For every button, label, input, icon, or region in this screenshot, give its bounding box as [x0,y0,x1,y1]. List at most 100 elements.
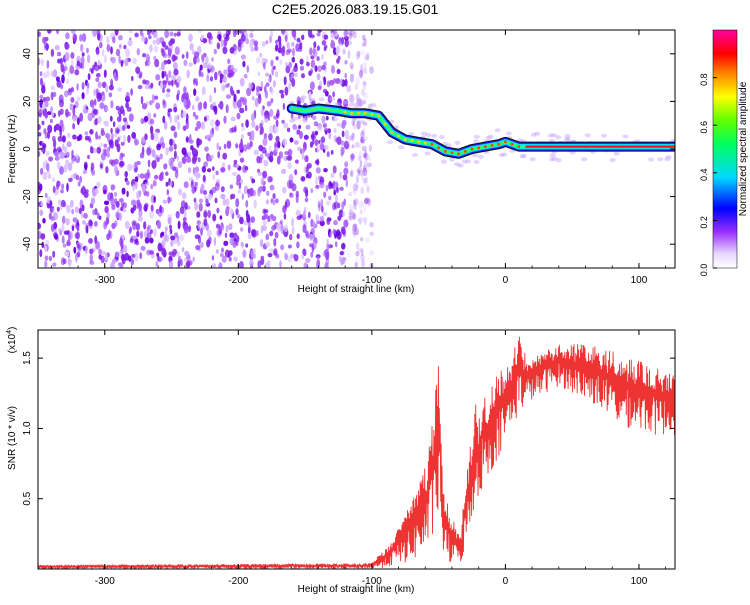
noise-speckle [76,83,79,91]
noise-speckle [185,120,189,130]
noise-speckle [70,59,74,67]
noise-speckle [84,245,88,255]
noise-speckle [38,143,41,152]
noise-speckle [61,223,65,233]
noise-speckle [345,179,348,188]
noise-speckle [67,70,70,76]
noise-speckle [166,59,172,65]
noise-speckle [174,46,180,56]
noise-speckle [52,250,56,258]
noise-speckle [200,227,203,236]
ridge-halo [584,133,591,138]
noise-speckle [80,188,83,194]
noise-speckle [208,94,213,103]
noise-speckle [114,30,119,36]
noise-speckle [115,48,121,57]
noise-speckle [118,198,124,203]
noise-speckle [251,121,256,128]
noise-speckle [38,108,43,118]
snr-axis-ticks: -300 -200 -100 0 100 0.5 1.0 1.5 [22,330,675,587]
noise-speckle [112,121,116,128]
noise-speckle [159,153,163,160]
noise-speckle [194,234,200,240]
noise-speckle [91,110,96,118]
noise-speckle [310,251,314,258]
noise-speckle [255,230,259,237]
noise-speckle [110,46,113,55]
noise-speckle [181,156,187,164]
noise-speckle [270,213,274,220]
noise-speckle [54,123,61,131]
noise-speckle [353,205,358,210]
noise-speckle [52,207,55,215]
noise-speckle [46,59,50,69]
noise-speckle [138,208,143,217]
ridge-halo [549,153,556,158]
noise-speckle [229,85,234,95]
noise-speckle [122,117,128,123]
noise-speckle [262,185,266,192]
noise-speckle [351,144,355,149]
noise-speckle [218,146,222,151]
noise-speckle [158,67,162,72]
noise-speckle [111,204,116,211]
noise-speckle [341,242,346,250]
noise-speckle [314,130,318,136]
noise-speckle [38,124,41,131]
noise-speckle [151,94,155,104]
ridge-halo [494,128,501,133]
noise-speckle [44,245,48,252]
noise-speckle [180,258,183,267]
noise-speckle [368,156,372,161]
noise-speckle [39,209,44,216]
noise-speckle [59,166,64,175]
noise-speckle [154,95,159,100]
noise-speckle [291,78,296,87]
noise-speckle [330,39,334,45]
noise-speckle [236,174,241,183]
noise-speckle [57,136,63,142]
noise-speckle [195,96,200,102]
noise-speckle [98,254,102,260]
noise-speckle [241,193,244,200]
noise-speckle [245,119,249,128]
noise-speckle [239,216,244,225]
ridge-halo [465,159,472,164]
noise-speckle [248,82,254,90]
noise-speckle [319,220,325,227]
noise-speckle [211,154,214,159]
noise-speckle [303,250,307,257]
noise-speckle [128,113,134,122]
noise-speckle [223,33,227,38]
ridge-halo [547,133,554,138]
noise-speckle [264,262,270,268]
noise-speckle [45,239,50,246]
noise-speckle [332,165,337,174]
noise-speckle [45,43,50,50]
noise-speckle [340,36,345,45]
noise-speckle [196,138,203,146]
noise-speckle [64,90,69,98]
noise-speckle [79,34,83,42]
noise-speckle [68,232,71,241]
noise-speckle [65,108,69,118]
noise-speckle [212,101,217,106]
noise-speckle [215,170,219,176]
noise-speckle [192,256,195,262]
noise-speckle [255,57,261,64]
noise-speckle [362,216,368,223]
noise-speckle [169,160,174,170]
noise-speckle [212,105,217,112]
noise-speckle [242,60,246,68]
noise-speckle [153,30,157,33]
noise-speckle [201,72,204,78]
noise-speckle [216,42,221,50]
noise-speckle [47,30,53,34]
noise-speckle [349,93,355,103]
noise-speckle [61,215,66,224]
noise-speckle [138,202,142,212]
noise-speckle [50,48,55,58]
noise-speckle [191,186,197,194]
noise-speckle [42,103,45,110]
noise-speckle [125,102,129,109]
